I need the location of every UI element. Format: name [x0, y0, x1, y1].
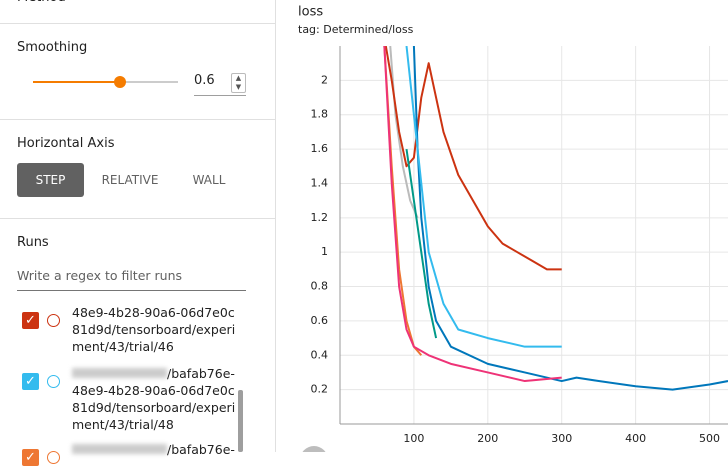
- series-line: [412, 46, 728, 391]
- y-tick-label: 1.8: [311, 108, 329, 121]
- y-tick-label: 2: [321, 73, 328, 86]
- blurred-text: [72, 444, 167, 454]
- smoothing-input[interactable]: 0.6: [194, 73, 246, 96]
- x-tick-label: 200: [477, 432, 498, 445]
- series-line: [405, 148, 438, 339]
- run-color: [47, 375, 60, 388]
- separator: [0, 119, 275, 120]
- runs-label: Runs: [17, 235, 49, 250]
- sidebar: Method Smoothing 0.6 ▲▼ Horizontal Axis …: [0, 0, 276, 466]
- smoothing-label: Smoothing: [17, 40, 88, 55]
- chart-title: loss: [298, 5, 323, 20]
- x-tick-label: 300: [551, 432, 572, 445]
- slider-thumb[interactable]: [114, 76, 126, 88]
- chart-subtitle: tag: Determined/loss: [298, 23, 414, 36]
- series-line: [405, 46, 562, 348]
- series-line: [383, 46, 562, 383]
- filter-placeholder: Write a regex to filter runs: [17, 268, 183, 283]
- run-name: /bafab76e-: [167, 442, 235, 457]
- axis-option[interactable]: STEP: [17, 163, 84, 197]
- x-tick-label: 100: [403, 432, 424, 445]
- run-color: [47, 314, 60, 327]
- separator: [0, 23, 275, 24]
- chart: loss tag: Determined/loss 0.2 0.4 0.6 0.8 1 1…: [298, 5, 728, 452]
- axis-option[interactable]: WALL: [192, 173, 226, 187]
- run-name: 48e9-4b28-90a6-06d7e0c81d9d/tensorboard/…: [72, 305, 236, 354]
- smoothing-value: 0.6: [194, 73, 215, 88]
- checkbox[interactable]: ✓: [22, 312, 39, 329]
- y-tick-label: 1.4: [311, 176, 329, 189]
- series-line: [384, 46, 562, 271]
- y-tick-label: 1.2: [311, 211, 329, 224]
- y-tick-label: 0.6: [311, 314, 329, 327]
- filter-input[interactable]: Write a regex to filter runs: [17, 268, 246, 291]
- separator: [0, 218, 275, 219]
- y-tick-label: 1.6: [311, 142, 329, 155]
- partial-heading: Method: [17, 0, 66, 5]
- checkbox[interactable]: ✓: [22, 373, 39, 390]
- slider-fill: [33, 81, 120, 83]
- y-tick-label: 1: [321, 245, 328, 258]
- scrollbar[interactable]: [238, 390, 243, 452]
- y-tick-label: 0.2: [311, 383, 329, 396]
- y-tick-label: 0.8: [311, 280, 329, 293]
- x-tick-label: 400: [625, 432, 646, 445]
- x-tick-label: 500: [699, 432, 720, 445]
- blurred-text: [72, 368, 167, 378]
- spinner[interactable]: ▲ ▼: [231, 73, 246, 93]
- y-tick-label: 0.4: [311, 348, 329, 361]
- axis-option[interactable]: RELATIVE: [101, 173, 159, 187]
- run-name: /bafab76e-48e9-4b28-90a6-06d7e0c81d9d/te…: [72, 366, 236, 432]
- axis-label: Horizontal Axis: [17, 136, 115, 151]
- collapse-button[interactable]: [300, 446, 328, 452]
- run-color: [47, 451, 60, 464]
